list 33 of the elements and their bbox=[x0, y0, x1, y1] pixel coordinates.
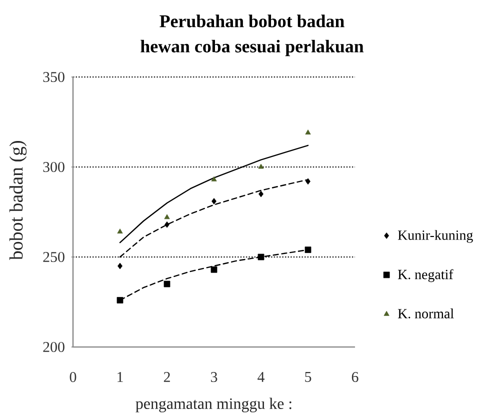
y-tick-label: 200 bbox=[43, 342, 64, 352]
x-tick-label: 0 bbox=[70, 372, 76, 382]
point bbox=[304, 246, 312, 253]
y-axis-title: bobot badan (g) bbox=[9, 141, 27, 260]
legend-label: Kunir-kuning bbox=[398, 230, 473, 243]
point bbox=[164, 221, 170, 228]
y-tick-label: 300 bbox=[43, 162, 64, 172]
x-axis-title: pengamatan minggu ke : bbox=[136, 398, 292, 412]
point bbox=[211, 176, 217, 182]
point bbox=[118, 262, 122, 270]
point bbox=[305, 130, 311, 134]
point bbox=[212, 198, 216, 204]
point bbox=[210, 266, 218, 273]
y-tick-label: 350 bbox=[43, 72, 64, 82]
x-tick-label: 6 bbox=[352, 372, 358, 382]
point bbox=[258, 190, 264, 198]
x-tick-label: 1 bbox=[118, 372, 123, 382]
x-tick-label: 3 bbox=[210, 372, 218, 382]
chart-title: Perubahan bobot badan bbox=[160, 14, 344, 28]
x-tick-label: 5 bbox=[305, 372, 312, 382]
point bbox=[164, 280, 170, 288]
point bbox=[116, 297, 124, 304]
point bbox=[258, 254, 264, 260]
legend-label: K. negatif bbox=[398, 269, 454, 282]
x-tick-label: 2 bbox=[164, 372, 170, 382]
point bbox=[164, 214, 170, 220]
chart-subtitle: hewan coba sesuai perlakuan bbox=[140, 40, 364, 56]
legend-label: K. normal bbox=[398, 308, 454, 318]
point bbox=[258, 164, 264, 169]
point bbox=[306, 178, 310, 185]
y-tick-label: 250 bbox=[43, 252, 64, 262]
x-tick-label: 4 bbox=[258, 372, 265, 382]
point bbox=[117, 228, 123, 234]
